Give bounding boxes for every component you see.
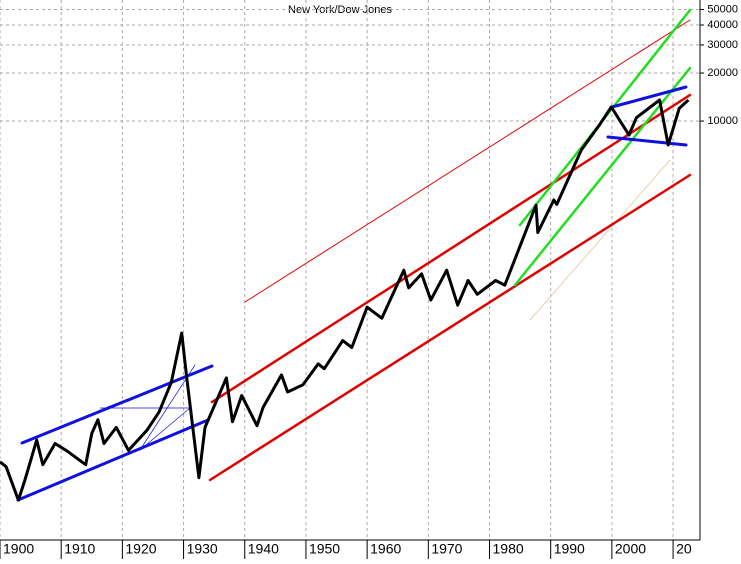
trend-line bbox=[208, 173, 692, 482]
fan-line bbox=[139, 407, 191, 451]
trend-line bbox=[610, 85, 688, 109]
trend-line bbox=[210, 93, 692, 404]
x-tick-label: 1930 bbox=[187, 541, 218, 557]
x-tick-label: 1920 bbox=[125, 541, 156, 557]
x-tick-label: 1910 bbox=[64, 541, 95, 557]
x-tick-label: 1900 bbox=[3, 541, 34, 557]
y-tick-label: 50000 bbox=[707, 3, 738, 15]
trend-line bbox=[16, 418, 210, 502]
x-tick-label: 1990 bbox=[554, 541, 585, 557]
y-tick-label: 30000 bbox=[707, 39, 738, 51]
x-tick-label: 2000 bbox=[615, 541, 646, 557]
x-tick-label: 1950 bbox=[309, 541, 340, 557]
x-tick-label: 1970 bbox=[431, 541, 462, 557]
grid bbox=[0, 0, 700, 540]
trend-line bbox=[20, 364, 214, 445]
y-tick-label: 20000 bbox=[707, 67, 738, 79]
y-tick-label: 40000 bbox=[707, 19, 738, 31]
x-tick-label: 1960 bbox=[370, 541, 401, 557]
trend-line bbox=[606, 135, 688, 147]
trend-line bbox=[244, 19, 691, 303]
x-tick-label: 1940 bbox=[248, 541, 279, 557]
trend-line bbox=[529, 159, 671, 321]
x-tick-label: 20 bbox=[676, 541, 692, 557]
data bbox=[0, 98, 690, 502]
x-tick-label: 1980 bbox=[493, 541, 524, 557]
chart-title: New York/Dow Jones bbox=[288, 4, 392, 16]
y-tick-label: 10000 bbox=[707, 115, 738, 127]
series-line bbox=[0, 98, 690, 502]
